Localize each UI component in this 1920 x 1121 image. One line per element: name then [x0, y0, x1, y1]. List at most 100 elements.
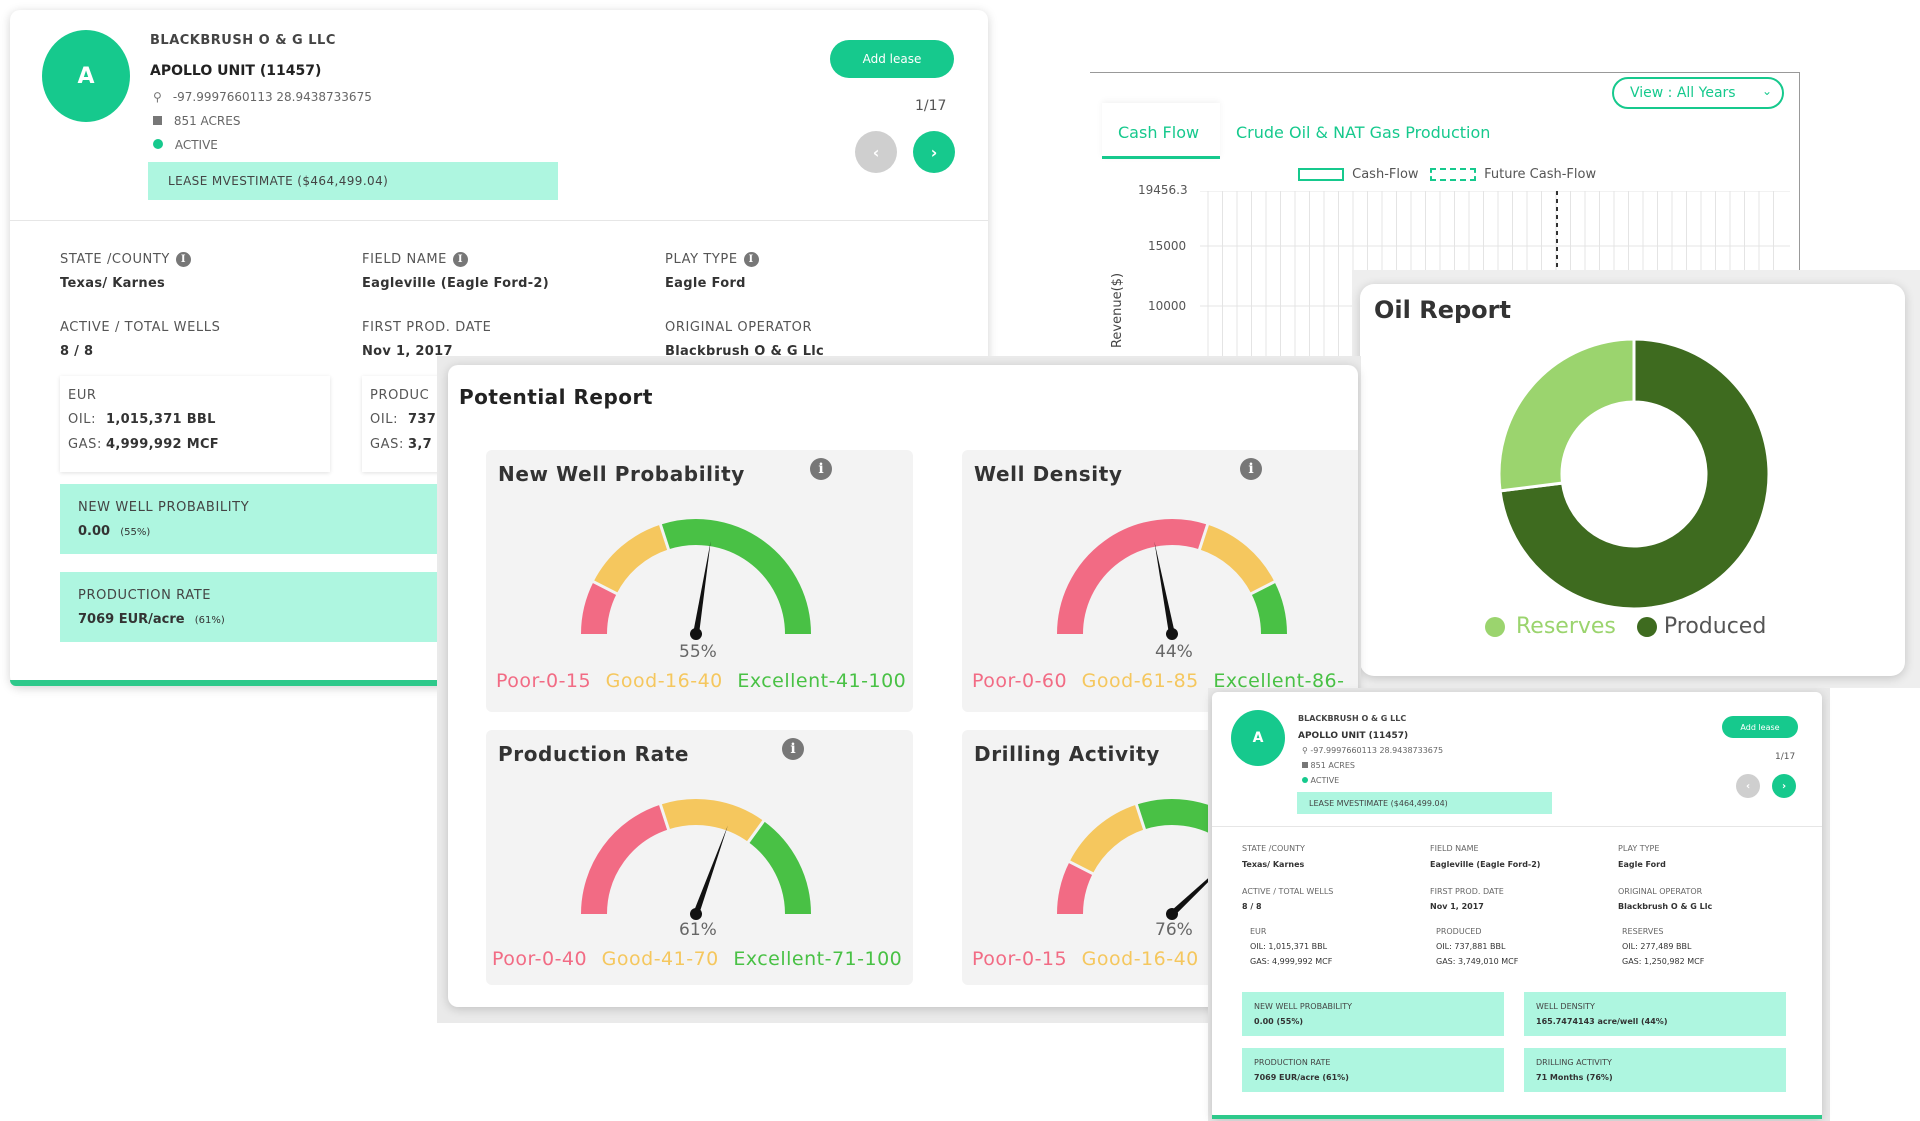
status-badge: ACTIVE [174, 138, 218, 152]
gauge-band-separator [1249, 580, 1277, 596]
gauge-band-0 [581, 804, 669, 915]
prev-button[interactable]: ‹ [1736, 774, 1760, 798]
gauge-band-1 [1199, 524, 1275, 594]
eur-gas-label: GAS: [68, 437, 102, 452]
gauge-band-0 [1057, 519, 1208, 635]
view-select[interactable]: View : All Years ⌄ [1612, 77, 1784, 109]
acres: 851 ACRES [173, 114, 241, 128]
donut-slice-reserves [1497, 337, 1636, 493]
tab-cash-flow[interactable]: Cash Flow [1102, 103, 1220, 159]
y-tick-2: 15000 [1148, 239, 1187, 253]
new-well-label: NEW WELL PROBABILITY [78, 500, 250, 515]
info-icon[interactable]: i [782, 738, 804, 760]
produced-oil-label: OIL: [370, 412, 399, 427]
field-name-value: Eagleville (Eagle Ford-2) [1430, 860, 1541, 869]
gauge-production-rate [581, 799, 811, 920]
oil-donut [1497, 337, 1771, 611]
reserves-dot-icon [1485, 617, 1505, 637]
gauge-band-separator [746, 819, 766, 844]
field-name-label: FIELD NAME i [362, 252, 468, 267]
info-icon[interactable]: i [1240, 458, 1262, 480]
produced-legend-label: Produced [1663, 614, 1767, 639]
prev-button[interactable]: ‹ [855, 131, 897, 173]
gauge-title: Well Density [974, 462, 1123, 486]
well-density-value: 165.7474143 acre/well (44%) [1536, 1017, 1668, 1026]
gauge-band-separator [1197, 523, 1210, 551]
potential-title: Potential Report [459, 385, 653, 409]
gauge-hub [690, 628, 702, 640]
play-type-label: PLAY TYPE [1618, 844, 1660, 853]
gauge-band-separator [591, 580, 619, 596]
gauge-pct: 76% [1155, 920, 1193, 940]
drilling-activity-value: 71 Months (76%) [1536, 1073, 1613, 1082]
gauge-band-2 [660, 519, 811, 635]
info-icon[interactable]: i [743, 252, 759, 267]
company-name: BLACKBRUSH O & G LLC [1298, 714, 1407, 723]
reserves-legend-label: Reserves [1516, 614, 1616, 639]
location-pin-icon: ⚲ [1302, 746, 1308, 755]
produced-label: PRODUCED [1436, 927, 1482, 936]
info-icon[interactable]: i [452, 252, 468, 267]
gauge-title: New Well Probability [498, 462, 745, 486]
oil-legend: Reserves Produced [1485, 614, 1766, 639]
unit-name: APOLLO UNIT (11457) [1298, 731, 1409, 741]
production-rate-value: 7069 EUR/acre [78, 612, 185, 627]
gauge-card-production-rate: Production Rate i 61% Poor-0-40 Good-41-… [486, 730, 913, 985]
gauge-pct: 55% [679, 642, 717, 662]
produced-gas-label: GAS: [370, 437, 404, 452]
production-rate-label: PRODUCTION RATE [78, 588, 212, 603]
state-county-value: Texas/ Karnes [1242, 860, 1305, 869]
info-icon[interactable]: i [810, 458, 832, 480]
info-icon[interactable]: i [175, 252, 191, 267]
well-density-label: WELL DENSITY [1536, 1002, 1595, 1011]
avatar: A [1231, 710, 1285, 766]
pager: 1/17 [1775, 752, 1796, 762]
production-rate-pct: (61%) [194, 615, 225, 626]
gauge-pct: 44% [1155, 642, 1193, 662]
gauge-band-2 [747, 820, 811, 915]
pager: 1/17 [915, 98, 947, 114]
new-well-probability-box: NEW WELL PROBABILITY 0.00 (55%) [60, 484, 460, 554]
coordinates: ⚲ -97.9997660113 28.9438733675 [1302, 746, 1444, 755]
gauge-needle [693, 541, 711, 635]
tab-crude-oil[interactable]: Crude Oil & NAT Gas Production [1236, 123, 1491, 142]
new-well-pct: (55%) [120, 527, 151, 538]
first-prod-label: FIRST PROD. DATE [362, 320, 492, 335]
new-well-value-row: 0.00 (55%) [78, 524, 150, 539]
eur-gas: GAS: 4,999,992 MCF [1250, 957, 1333, 966]
add-lease-button[interactable]: Add lease [1722, 716, 1798, 738]
produced-box: PRODUC OIL: 737 GAS: 3,7 [362, 376, 452, 472]
first-prod-label: FIRST PROD. DATE [1430, 887, 1504, 896]
acres-icon [153, 116, 162, 125]
produced-gas: GAS: 3,749,010 MCF [1436, 957, 1519, 966]
next-button[interactable]: › [913, 131, 955, 173]
y-tick-1: 19456.3 [1138, 183, 1188, 197]
add-lease-button[interactable]: Add lease [830, 40, 954, 78]
state-county-label: STATE /COUNTY [1242, 844, 1305, 853]
next-button[interactable]: › [1772, 774, 1796, 798]
location-pin-icon: ⚲ [153, 90, 162, 104]
coordinates-row: ⚲ -97.9997660113 28.9438733675 [153, 90, 372, 104]
acres-row: 851 ACRES [153, 114, 240, 128]
donut-slice-produced [1498, 337, 1771, 611]
produced-gas-value: 3,7 [408, 437, 432, 452]
gauge-band-0 [581, 581, 617, 635]
gauge-hub [690, 908, 702, 920]
operator-label: ORIGINAL OPERATOR [665, 320, 813, 335]
gauge-legend: Poor-0-15 Good-16-40 [972, 948, 1199, 970]
eur-oil-value: 1,015,371 BBL [106, 412, 216, 427]
status-badge: ACTIVE [1302, 776, 1339, 785]
header-divider [1212, 826, 1822, 827]
gauge-band-1 [593, 524, 669, 594]
production-rate-label: PRODUCTION RATE [1254, 1058, 1331, 1067]
gauge-band-separator [1134, 803, 1147, 831]
produced-dot-icon [1636, 617, 1657, 637]
operator-value: Blackbrush O & G Llc [1618, 902, 1713, 911]
avatar: A [42, 30, 130, 122]
new-well-label: NEW WELL PROBABILITY [1254, 1002, 1352, 1011]
wells-label: ACTIVE / TOTAL WELLS [60, 320, 221, 335]
gauge-band-2 [1251, 581, 1287, 635]
mvestimate-banner: LEASE MVESTIMATE ($464,499.04) [1297, 792, 1552, 814]
legend-future-cash-flow: Future Cash-Flow [1430, 167, 1596, 182]
new-well-value: 0.00 (55%) [1254, 1017, 1303, 1026]
